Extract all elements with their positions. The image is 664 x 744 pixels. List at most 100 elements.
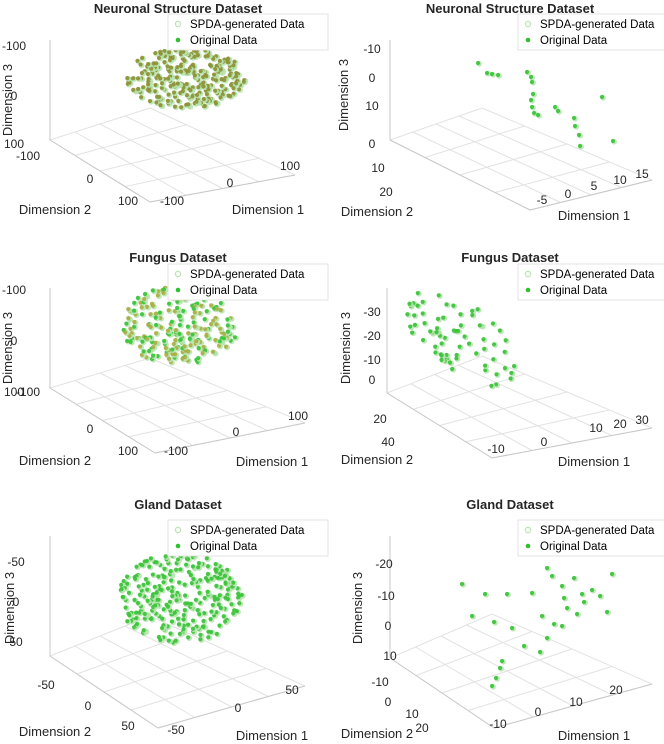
original-point [225, 323, 230, 328]
original-point [166, 308, 171, 313]
original-point [121, 594, 126, 600]
original-point [497, 665, 503, 671]
original-point [217, 623, 222, 628]
original-point [162, 574, 167, 580]
original-point [171, 341, 176, 347]
y-tick-label: -50 [37, 678, 55, 692]
original-point [196, 346, 201, 351]
original-point [544, 565, 550, 571]
grid-line [434, 374, 573, 444]
y-axis-label: Dimension 2 [341, 452, 413, 467]
original-point [175, 616, 181, 621]
original-point [202, 103, 207, 109]
y-tick-label: 0 [87, 172, 94, 186]
y-axis-label: Dimension 2 [19, 202, 91, 217]
original-point [195, 53, 200, 58]
y-tick-label: 10 [405, 707, 419, 721]
original-point [134, 610, 139, 615]
original-point [215, 596, 220, 602]
original-point [135, 76, 141, 81]
original-point [163, 345, 168, 351]
original-point [167, 50, 172, 55]
original-point [152, 89, 158, 94]
original-point [173, 328, 178, 333]
original-point [214, 631, 219, 636]
original-point [231, 63, 236, 68]
y-tick-label: -100 [16, 385, 40, 399]
legend-box [167, 519, 329, 557]
original-point [142, 291, 148, 297]
original-point [143, 577, 148, 582]
original-point [198, 632, 203, 637]
x-tick-label: 100 [280, 159, 300, 173]
original-point [530, 91, 536, 97]
original-point [609, 571, 615, 577]
legend: SPDA-generated Data Original Data [167, 13, 329, 51]
original-point [192, 324, 197, 329]
original-point [138, 62, 143, 67]
original-point [178, 337, 183, 342]
original-point [489, 71, 495, 77]
original-point [439, 353, 444, 358]
original-point [482, 591, 488, 597]
legend-label-spda: SPDA-generated Data [540, 19, 655, 31]
original-point [197, 590, 202, 596]
original-point [127, 613, 132, 618]
original-point [457, 344, 462, 349]
original-point [210, 349, 215, 354]
original-point [160, 616, 165, 621]
chart-title: Neuronal Structure Dataset [94, 1, 263, 16]
original-point [493, 675, 499, 681]
original-point [499, 658, 505, 664]
original-point [163, 554, 168, 559]
y-tick-label: -100 [16, 149, 40, 163]
original-point [136, 584, 141, 589]
original-point [204, 333, 209, 338]
original-point [217, 58, 222, 64]
original-point [219, 83, 224, 88]
original-point [166, 356, 172, 361]
z-tick-label: -20 [375, 557, 393, 571]
x-tick-label: 10 [569, 695, 583, 709]
original-point [168, 578, 174, 583]
original-point [415, 290, 420, 296]
original-point [125, 581, 130, 586]
original-point [194, 338, 199, 344]
original-point [145, 598, 150, 603]
original-point [490, 321, 496, 326]
chart-panel-4: Fungus Dataset -30 -20 -10 0 20 40 -10 0 10 20 30 Di… [338, 250, 664, 469]
chart-panel-1: Neuronal Structure Dataset-1000100-10001… [0, 1, 329, 217]
original-point [158, 51, 163, 56]
z-tick-label: 0 [369, 373, 376, 387]
legend-label-spda: SPDA-generated Data [190, 269, 305, 281]
original-point [529, 79, 535, 85]
original-point [571, 115, 577, 121]
original-point [186, 331, 191, 336]
original-point [201, 624, 206, 629]
original-point [139, 312, 145, 317]
original-point [185, 324, 190, 329]
original-point [236, 591, 241, 596]
original-point [137, 344, 143, 349]
original-point [147, 88, 152, 93]
original-point [559, 623, 565, 629]
original-point [415, 303, 420, 308]
original-point [439, 357, 444, 363]
original-point [124, 574, 130, 579]
original-point [552, 104, 558, 110]
original-point [166, 92, 171, 97]
original-point [173, 352, 178, 357]
data-points [475, 60, 617, 150]
legend-label-original: Original Data [190, 541, 258, 553]
z-tick-label: -50 [7, 555, 25, 569]
grid-line [435, 123, 592, 196]
original-point [439, 341, 444, 346]
original-point [193, 597, 198, 602]
original-point [176, 622, 182, 627]
grid-line [124, 365, 268, 431]
x-axis-line [154, 422, 306, 454]
data-points [118, 552, 246, 647]
original-point [162, 566, 167, 571]
original-point [134, 621, 140, 627]
